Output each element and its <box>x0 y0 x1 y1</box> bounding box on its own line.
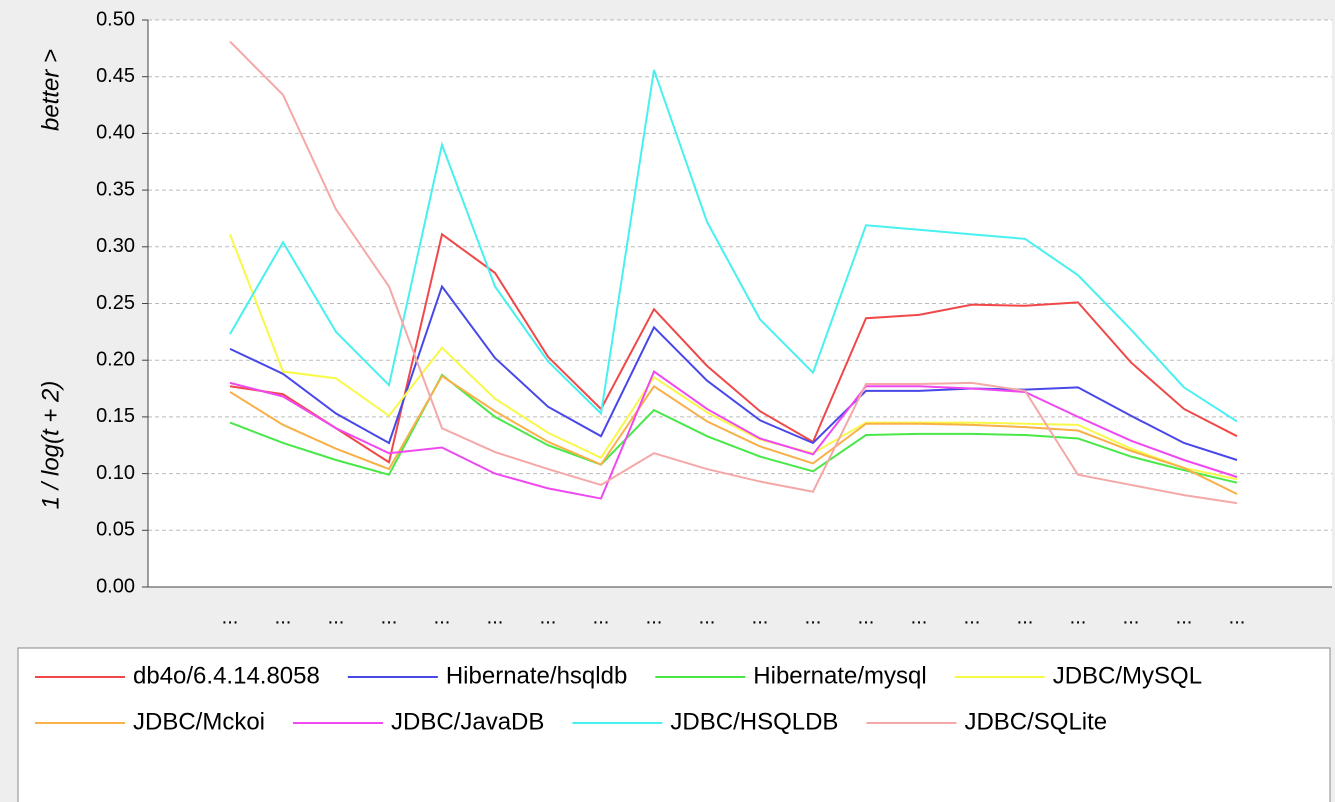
x-tick-label: ... <box>805 606 822 628</box>
y-tick-label: 0.25 <box>96 292 135 314</box>
y-tick-label: 0.35 <box>96 178 135 200</box>
y-tick-label: 0.30 <box>96 235 135 257</box>
y-tick-label: 0.40 <box>96 122 135 144</box>
series-line <box>229 373 1238 484</box>
x-tick-label: ... <box>381 606 398 628</box>
series-line <box>229 374 1238 495</box>
series-line <box>229 69 1238 423</box>
x-tick-label: ... <box>593 606 610 628</box>
x-tick-label: ... <box>1229 606 1246 628</box>
x-tick-label: ... <box>328 606 345 628</box>
legend-label: JDBC/JavaDB <box>391 708 544 735</box>
legend-label: JDBC/Mckoi <box>133 708 265 735</box>
y-tick-label: 0.10 <box>96 462 135 484</box>
series-line <box>229 40 1238 505</box>
legend-label: db4o/6.4.14.8058 <box>133 662 320 689</box>
x-tick-label: ... <box>275 606 292 628</box>
x-tick-label: ... <box>646 606 663 628</box>
series-line <box>229 232 1238 464</box>
legend-label: JDBC/MySQL <box>1053 662 1202 689</box>
y-tick-label: 0.45 <box>96 65 135 87</box>
x-tick-label: ... <box>434 606 451 628</box>
x-tick-label: ... <box>1176 606 1193 628</box>
y-tick-label: 0.20 <box>96 348 135 370</box>
legend <box>17 647 1331 802</box>
y-axis-label: 1 / log(t + 2) <box>37 381 64 510</box>
x-tick-label: ... <box>540 606 557 628</box>
annotation: better > <box>37 49 64 131</box>
x-tick-label: ... <box>858 606 875 628</box>
y-tick-label: 0.05 <box>96 519 135 541</box>
legend-label: JDBC/HSQLDB <box>670 708 838 735</box>
x-tick-label: ... <box>1123 606 1140 628</box>
series-line <box>229 233 1238 481</box>
x-tick-label: ... <box>699 606 716 628</box>
x-tick-label: ... <box>222 606 239 628</box>
series-line <box>229 284 1238 461</box>
series-line <box>229 370 1238 500</box>
x-tick-label: ... <box>911 606 928 628</box>
y-tick-label: 0.00 <box>96 575 135 597</box>
legend-label: Hibernate/mysql <box>753 662 926 689</box>
x-tick-label: ... <box>487 606 504 628</box>
legend-label: JDBC/SQLite <box>964 708 1107 735</box>
x-tick-label: ... <box>1017 606 1034 628</box>
legend-label: Hibernate/hsqldb <box>446 662 627 689</box>
y-tick-label: 0.15 <box>96 405 135 427</box>
x-tick-label: ... <box>752 606 769 628</box>
y-tick-label: 0.50 <box>96 8 135 30</box>
x-tick-label: ... <box>964 606 981 628</box>
x-tick-label: ... <box>1070 606 1087 628</box>
